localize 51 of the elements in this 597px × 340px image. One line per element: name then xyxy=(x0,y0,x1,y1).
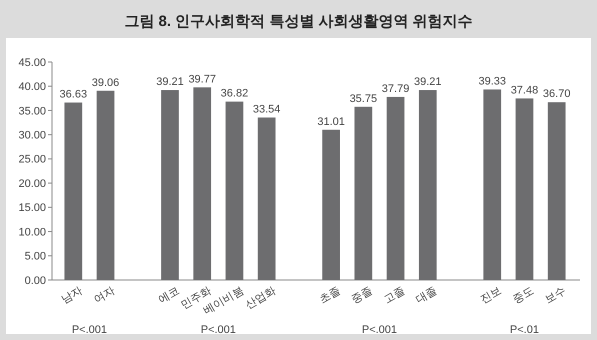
bar xyxy=(322,130,340,280)
data-label: 39.77 xyxy=(188,73,216,86)
data-label: 31.01 xyxy=(317,116,345,128)
y-tick-label: 40.00 xyxy=(18,81,46,94)
text: P<.001 xyxy=(362,324,398,336)
y-tick-label: 45.00 xyxy=(18,56,46,69)
data-label: 36.63 xyxy=(60,88,88,101)
y-tick-label: 30.00 xyxy=(18,130,46,142)
x-tick-label: 대졸 xyxy=(414,284,440,306)
bar xyxy=(64,102,82,280)
x-tick-label: 남자 xyxy=(60,284,85,306)
bar xyxy=(483,89,502,280)
data-label: 39.21 xyxy=(156,76,184,88)
bar xyxy=(516,98,534,280)
data-label: 33.54 xyxy=(252,104,280,116)
data-label: 39.06 xyxy=(92,76,120,89)
y-tick-label: 20.00 xyxy=(18,178,46,190)
bar xyxy=(386,96,404,280)
y-tick-label: 25.00 xyxy=(18,154,46,166)
bar xyxy=(354,106,372,280)
bar xyxy=(418,90,437,280)
data-label: 36.82 xyxy=(220,88,248,100)
y-tick-label: 15.00 xyxy=(18,202,46,214)
x-tick-label: 초졸 xyxy=(317,284,342,306)
data-label: 37.48 xyxy=(510,84,538,96)
data-label: 37.79 xyxy=(382,82,410,95)
y-tick-label: 10.00 xyxy=(18,226,46,238)
bar xyxy=(258,118,276,280)
data-label: 39.33 xyxy=(478,75,506,88)
bar xyxy=(193,87,212,280)
data-label: 36.70 xyxy=(542,88,570,100)
x-tick-label: 고졸 xyxy=(382,284,407,306)
text: P<.001 xyxy=(200,324,236,336)
y-tick-label: 0.00 xyxy=(24,274,46,287)
bar xyxy=(161,90,179,280)
x-tick-label: 중도 xyxy=(510,284,536,306)
bar xyxy=(226,102,244,280)
chart-title: 그림 8. 인구사회학적 특성별 사회생활영역 위험지수 xyxy=(124,13,473,30)
bar xyxy=(548,102,566,280)
x-tick-label: 진보 xyxy=(478,284,504,306)
data-label: 39.21 xyxy=(414,76,442,88)
y-tick-label: 35.00 xyxy=(18,105,46,118)
text: P<.001 xyxy=(72,324,108,336)
x-tick-label: 여자 xyxy=(92,284,117,306)
x-tick-label: 에코 xyxy=(156,284,182,306)
data-label: 35.75 xyxy=(350,92,378,105)
y-tick-label: 5.00 xyxy=(24,250,46,263)
text: P<.01 xyxy=(510,324,539,336)
x-tick-label: 중졸 xyxy=(350,284,375,306)
x-tick-label: 보수 xyxy=(542,284,568,306)
bar xyxy=(96,90,114,280)
